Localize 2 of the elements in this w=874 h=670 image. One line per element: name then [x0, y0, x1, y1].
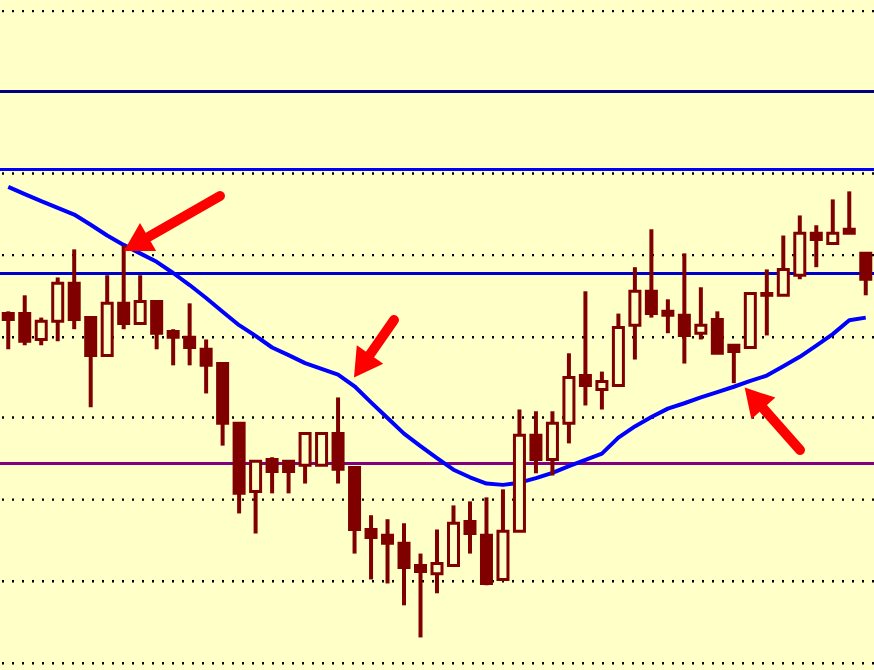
candlestick: [859, 251, 873, 298]
candlestick: [842, 189, 856, 236]
